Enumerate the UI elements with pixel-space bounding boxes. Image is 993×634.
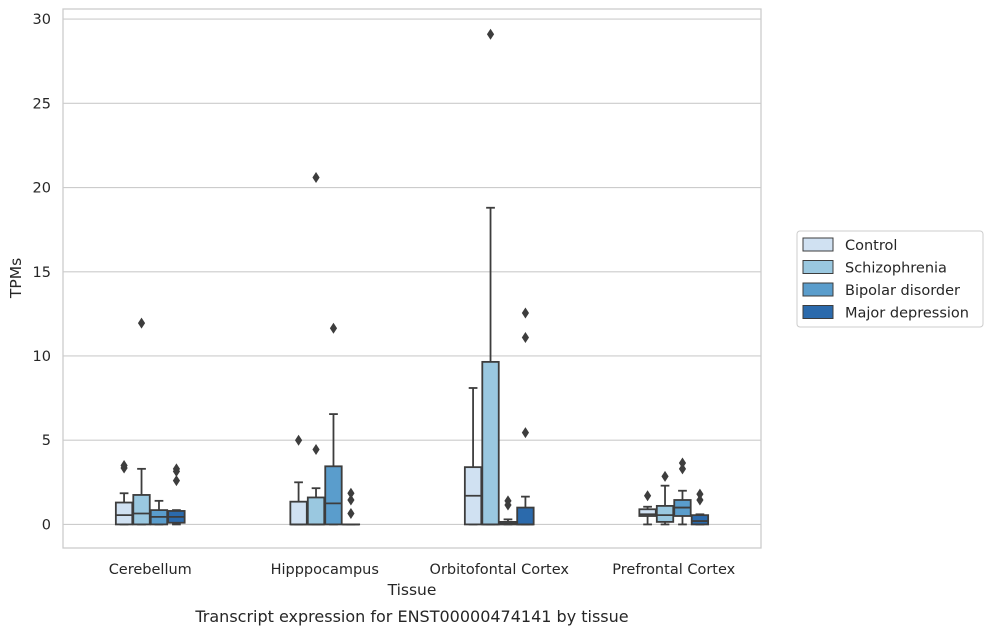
- box-bipolar-disorder: [324, 322, 343, 526]
- box-control: [114, 459, 134, 526]
- box-major-depression: [690, 488, 710, 526]
- y-axis-label: TPMs: [7, 258, 25, 299]
- x-tick-label: Orbitofontal Cortex: [430, 562, 570, 578]
- box-control: [463, 387, 483, 526]
- plot-area: [62, 8, 762, 549]
- box-schizophrenia: [132, 317, 151, 526]
- outlier-point: [504, 495, 512, 507]
- box-schizophrenia: [481, 28, 500, 526]
- y-gridlines: [63, 18, 761, 525]
- outlier-point: [661, 470, 669, 482]
- x-tick-label: Prefrontal Cortex: [612, 562, 735, 578]
- box-iqr: [289, 500, 308, 526]
- box-iqr: [306, 496, 326, 526]
- outlier-point: [172, 475, 181, 487]
- outlier-point: [696, 494, 704, 506]
- legend-label: Schizophrenia: [845, 261, 947, 277]
- legend-label: Control: [845, 238, 897, 254]
- outlier-point: [347, 487, 355, 499]
- box-bipolar-disorder: [673, 457, 692, 526]
- legend-frame: [796, 230, 984, 328]
- outlier-point: [312, 443, 320, 455]
- legend-swatch: [802, 260, 834, 274]
- y-tick-label: 5: [42, 433, 51, 449]
- outlier-point: [643, 490, 652, 502]
- outlier-point: [678, 463, 687, 475]
- y-tick-label: 15: [33, 265, 51, 281]
- outlier-point: [696, 488, 704, 500]
- outlier-point: [347, 507, 355, 519]
- box-iqr: [516, 506, 535, 526]
- box-schizophrenia: [655, 470, 675, 526]
- y-tick-labels: 0 5 10 15 20 25 30: [33, 12, 51, 533]
- outlier-point: [172, 463, 181, 475]
- legend-swatch: [802, 237, 834, 252]
- box-iqr: [655, 504, 675, 523]
- box-bipolar-disorder: [149, 499, 169, 526]
- y-tick-label: 25: [33, 96, 51, 112]
- y-tick-label: 30: [33, 12, 51, 28]
- y-tick-label: 0: [42, 517, 51, 533]
- box-iqr: [132, 494, 151, 526]
- legend-swatch: [802, 282, 834, 297]
- box-bipolar-disorder: [498, 495, 518, 526]
- outlier-point: [521, 307, 530, 319]
- outlier-point: [486, 28, 495, 40]
- outlier-point: [120, 459, 128, 471]
- x-tick-label: Cerebellum: [109, 562, 192, 578]
- outlier-point: [678, 457, 687, 469]
- outlier-point: [294, 434, 303, 446]
- boxes: [114, 28, 710, 526]
- legend-label: Bipolar disorder: [845, 283, 960, 299]
- outlier-point: [521, 427, 530, 439]
- box-iqr: [481, 360, 500, 526]
- outlier-point: [347, 494, 355, 506]
- legend-label: Major depression: [845, 306, 969, 322]
- x-tick-label: Hipppocampus: [271, 562, 379, 578]
- box-major-depression: [341, 487, 361, 526]
- box-control: [638, 490, 657, 526]
- box-major-depression: [516, 307, 535, 526]
- outlier-point: [312, 171, 320, 183]
- chart-caption: Transcript expression for ENST0000047414…: [194, 607, 628, 626]
- x-axis-label: Tissue: [387, 581, 437, 599]
- box-major-depression: [167, 463, 186, 526]
- outlier-point: [137, 317, 146, 329]
- legend: Control Schizophrenia Bipolar disorder Majo…: [796, 230, 984, 328]
- y-tick-label: 20: [33, 181, 51, 197]
- box-iqr: [690, 514, 710, 526]
- outlier-point: [329, 322, 338, 334]
- legend-swatch: [802, 305, 834, 319]
- x-tick-labels: Cerebellum Hipppocampus Orbitofontal Corte…: [109, 562, 736, 578]
- box-control: [289, 434, 308, 526]
- outlier-point: [521, 331, 530, 343]
- box-iqr: [114, 501, 134, 526]
- y-tick-label: 10: [33, 349, 51, 365]
- box-schizophrenia: [306, 171, 326, 526]
- box-iqr: [324, 465, 343, 526]
- box-iqr: [638, 508, 657, 517]
